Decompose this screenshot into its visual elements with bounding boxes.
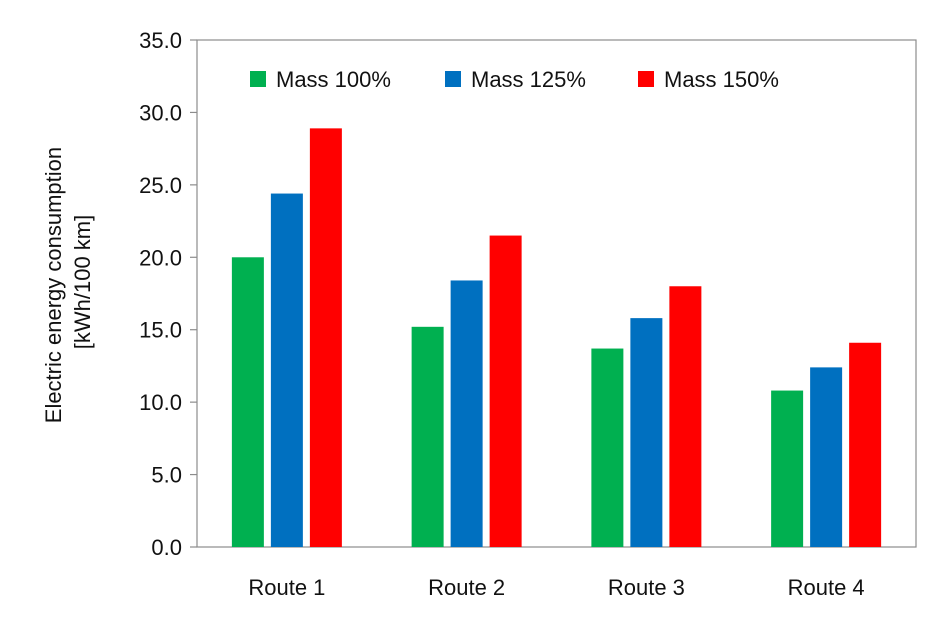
y-tick-label: 25.0	[139, 173, 182, 198]
y-tick-label: 35.0	[139, 28, 182, 53]
bar-route-1-series-1	[231, 257, 264, 547]
y-axis-label: Electric energy consumption [kWh/100 km]	[41, 141, 95, 423]
plot-area-border	[196, 39, 917, 548]
bar-route-4-series-1	[771, 390, 804, 547]
x-category-label: Route 2	[428, 575, 505, 600]
x-category-label: Route 3	[608, 575, 685, 600]
legend-swatch	[250, 71, 266, 87]
legend-swatch	[445, 71, 461, 87]
legend-label: Mass 100%	[276, 67, 391, 92]
y-tick-label: 10.0	[139, 390, 182, 415]
y-tick-label: 0.0	[151, 535, 182, 560]
bar-route-1-series-3	[309, 128, 342, 547]
legend-swatch	[638, 71, 654, 87]
y-tick-label: 30.0	[139, 100, 182, 125]
y-axis-label-line-2: [kWh/100 km]	[70, 215, 95, 349]
bar-route-4-series-3	[849, 342, 882, 547]
legend-label: Mass 150%	[664, 67, 779, 92]
legend-label: Mass 125%	[471, 67, 586, 92]
bar-route-3-series-2	[630, 318, 663, 547]
bar-route-2-series-3	[489, 235, 522, 548]
y-axis-label-line-1: Electric energy consumption	[41, 147, 66, 423]
x-category-label: Route 4	[788, 575, 865, 600]
x-category-label: Route 1	[248, 575, 325, 600]
bar-route-3-series-3	[669, 286, 702, 547]
bar-route-2-series-1	[411, 326, 444, 547]
bar-route-1-series-2	[270, 193, 303, 547]
bar-route-3-series-1	[591, 348, 624, 547]
y-tick-label: 5.0	[151, 463, 182, 488]
y-tick-label: 15.0	[139, 318, 182, 343]
bar-route-2-series-2	[450, 280, 483, 547]
bar-route-4-series-2	[810, 367, 843, 547]
y-tick-label: 20.0	[139, 245, 182, 270]
